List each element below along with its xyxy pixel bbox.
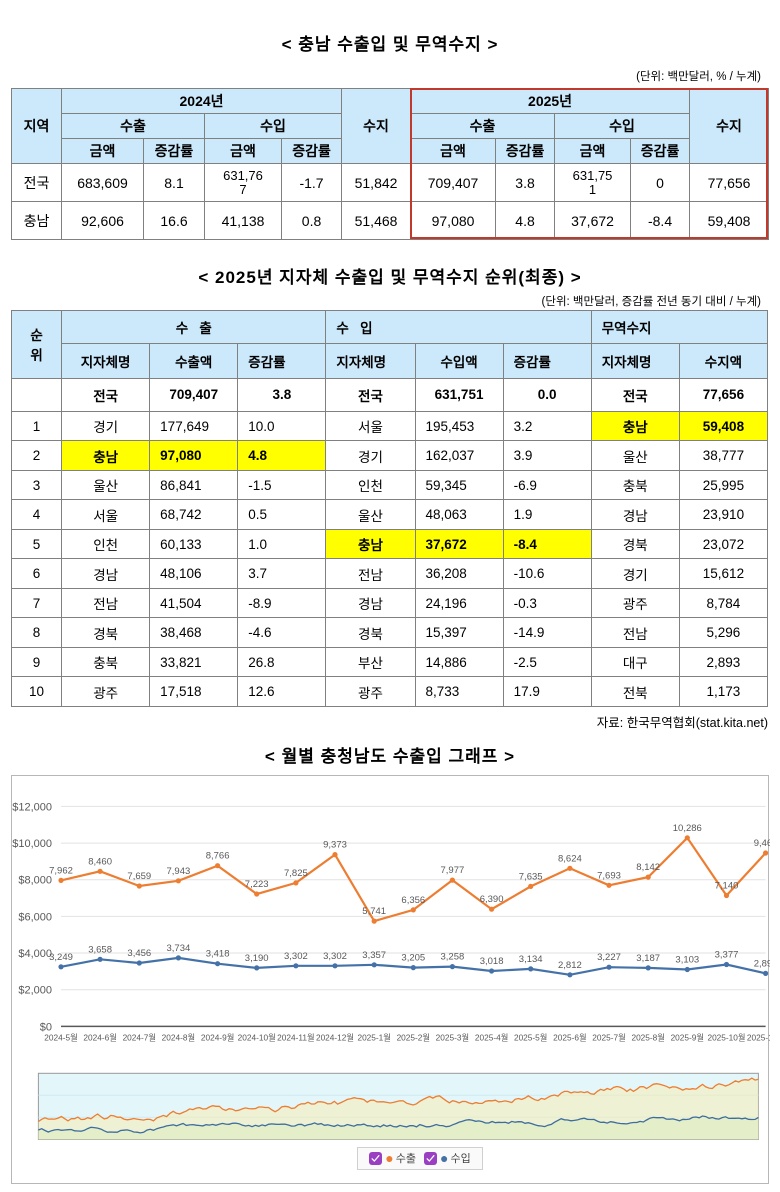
svg-text:2025-5월: 2025-5월 (514, 1032, 547, 1042)
svg-text:2,890: 2,890 (754, 958, 770, 969)
svg-text:3,302: 3,302 (323, 951, 347, 962)
svg-text:3,103: 3,103 (675, 955, 699, 966)
svg-text:7,962: 7,962 (49, 865, 73, 876)
svg-text:6,390: 6,390 (480, 894, 504, 905)
svg-text:2025-4월: 2025-4월 (475, 1032, 508, 1042)
svg-text:2024-11월: 2024-11월 (277, 1032, 314, 1042)
svg-text:5,741: 5,741 (362, 906, 386, 917)
svg-text:6,356: 6,356 (401, 895, 425, 906)
svg-text:8,460: 8,460 (88, 856, 112, 867)
svg-text:7,943: 7,943 (167, 866, 191, 877)
svg-text:2024-6월: 2024-6월 (83, 1032, 116, 1042)
svg-text:2025-9월: 2025-9월 (671, 1032, 704, 1042)
svg-text:2,812: 2,812 (558, 960, 582, 971)
svg-text:2024-10월: 2024-10월 (238, 1032, 276, 1042)
svg-text:7,977: 7,977 (441, 865, 465, 876)
svg-text:3,134: 3,134 (519, 954, 543, 965)
svg-text:2024-5월: 2024-5월 (44, 1032, 77, 1042)
svg-text:2025-8월: 2025-8월 (631, 1032, 664, 1042)
svg-text:$6,000: $6,000 (18, 911, 52, 923)
svg-text:2025-3월: 2025-3월 (436, 1032, 469, 1042)
svg-text:$8,000: $8,000 (18, 875, 52, 887)
svg-text:$10,000: $10,000 (12, 838, 52, 850)
svg-text:2025-10월: 2025-10월 (707, 1032, 745, 1042)
svg-text:7,223: 7,223 (245, 879, 269, 890)
svg-text:2025-11월: 2025-11월 (747, 1032, 770, 1042)
svg-text:$4,000: $4,000 (18, 948, 52, 960)
svg-text:$2,000: $2,000 (18, 985, 52, 997)
svg-text:2024-7월: 2024-7월 (123, 1032, 156, 1042)
svg-text:2025-6월: 2025-6월 (553, 1032, 586, 1042)
svg-text:2024-9월: 2024-9월 (201, 1032, 234, 1042)
svg-text:3,734: 3,734 (167, 943, 191, 954)
svg-text:7,659: 7,659 (127, 871, 151, 882)
svg-text:8,624: 8,624 (558, 853, 582, 864)
svg-text:7,825: 7,825 (284, 868, 308, 879)
svg-text:3,190: 3,190 (245, 953, 269, 964)
svg-text:3,205: 3,205 (401, 953, 425, 964)
svg-text:8,142: 8,142 (636, 862, 660, 873)
svg-text:3,258: 3,258 (441, 952, 465, 963)
svg-text:3,018: 3,018 (480, 956, 504, 967)
svg-text:10,286: 10,286 (673, 823, 702, 834)
svg-text:7,140: 7,140 (715, 881, 739, 892)
svg-text:3,187: 3,187 (636, 953, 660, 964)
svg-text:$12,000: $12,000 (12, 801, 52, 813)
svg-text:3,418: 3,418 (206, 949, 230, 960)
svg-text:9,460: 9,460 (754, 838, 770, 849)
svg-text:2025-1월: 2025-1월 (357, 1032, 390, 1042)
svg-text:3,377: 3,377 (715, 950, 739, 961)
svg-text:3,658: 3,658 (88, 944, 112, 955)
svg-text:9,373: 9,373 (323, 840, 347, 851)
svg-text:3,357: 3,357 (362, 950, 386, 961)
svg-text:2025-7월: 2025-7월 (592, 1032, 625, 1042)
svg-text:8,766: 8,766 (206, 851, 230, 862)
svg-text:3,227: 3,227 (597, 952, 621, 963)
svg-text:2024-12월: 2024-12월 (316, 1032, 354, 1042)
svg-text:3,302: 3,302 (284, 951, 308, 962)
svg-text:7,635: 7,635 (519, 871, 543, 882)
svg-text:2025-2월: 2025-2월 (397, 1032, 430, 1042)
svg-text:3,249: 3,249 (49, 952, 73, 963)
svg-text:3,456: 3,456 (127, 948, 151, 959)
svg-text:7,693: 7,693 (597, 870, 621, 881)
svg-text:2024-8월: 2024-8월 (162, 1032, 195, 1042)
